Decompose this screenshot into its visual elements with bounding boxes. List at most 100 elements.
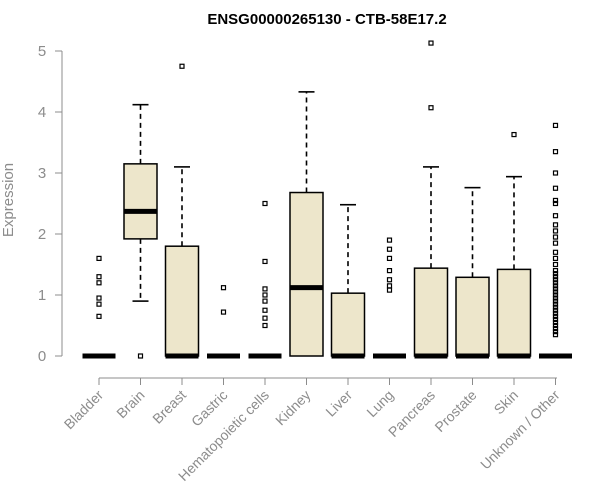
outlier-point <box>552 261 559 268</box>
outlier-point <box>552 213 559 219</box>
outlier-point <box>552 283 559 289</box>
outlier-point <box>552 316 559 322</box>
outlier-point <box>552 295 559 301</box>
outlier-point <box>552 228 559 234</box>
outlier-point <box>386 268 393 274</box>
outlier-point <box>552 289 559 295</box>
outlier-point <box>552 304 559 310</box>
outlier-point <box>552 313 559 319</box>
outlier-point <box>552 277 559 283</box>
outlier-point <box>552 222 559 228</box>
outlier-point <box>386 255 393 261</box>
outlier-point <box>552 292 559 298</box>
box-group <box>164 63 200 359</box>
box-iqr <box>123 163 158 240</box>
boxes-layer <box>82 40 572 359</box>
outlier-point <box>552 332 559 338</box>
outlier-point <box>96 255 102 261</box>
box-group <box>330 203 366 359</box>
outlier-point <box>179 63 185 69</box>
outlier-point <box>552 170 559 176</box>
outlier-point <box>552 307 559 313</box>
outlier-point <box>552 319 559 326</box>
outlier-point <box>552 197 559 204</box>
box-iqr <box>455 276 490 357</box>
outlier-point <box>137 353 144 359</box>
x-tick-label: Skin <box>491 387 522 418</box>
box-iqr <box>413 267 449 357</box>
outlier-point <box>262 307 268 313</box>
chart-title: ENSG00000265130 - CTB-58E17.2 <box>207 11 446 28</box>
outlier-point <box>220 309 227 315</box>
outlier-point <box>552 325 559 332</box>
outlier-point <box>552 268 559 274</box>
x-tick-label: Brain <box>113 387 147 421</box>
outlier-point <box>386 283 393 289</box>
y-axis-label: Expression <box>0 163 17 237</box>
box-group <box>82 255 116 359</box>
x-tick-label: Prostate <box>431 387 479 435</box>
box-iqr <box>330 292 366 357</box>
outlier-point <box>96 274 102 280</box>
y-tick-label: 0 <box>38 348 46 365</box>
outlier-point <box>552 301 559 307</box>
box-group <box>413 40 449 359</box>
outlier-point <box>552 280 559 286</box>
box-group <box>123 103 158 359</box>
x-tick-label: Unknown / Other <box>477 387 563 473</box>
outlier-point <box>386 277 393 283</box>
outlier-point <box>428 105 434 111</box>
box-group <box>539 122 572 359</box>
y-tick-label: 2 <box>38 226 46 243</box>
outlier-point <box>552 286 559 292</box>
outlier-point <box>428 40 434 46</box>
outlier-point <box>552 240 559 246</box>
outlier-point <box>262 258 268 265</box>
outlier-point <box>552 298 559 304</box>
box-group <box>496 131 532 359</box>
outlier-point <box>552 271 559 277</box>
outlier-point <box>552 185 559 191</box>
outlier-point <box>552 234 559 240</box>
outlier-point <box>552 274 559 280</box>
outlier-point <box>96 280 102 286</box>
outlier-point <box>96 295 102 301</box>
box-group <box>455 186 490 359</box>
x-tick-label: Breast <box>149 387 189 427</box>
outlier-point <box>511 131 517 138</box>
box-group <box>289 91 324 357</box>
box-iqr <box>289 191 324 357</box>
outlier-point <box>386 287 393 293</box>
y-axis: 0 1 2 3 4 5 <box>38 43 63 365</box>
x-tick-label: Kidney <box>272 387 314 429</box>
outlier-point <box>220 285 227 291</box>
box-group <box>373 237 406 359</box>
y-tick-label: 1 <box>38 287 46 304</box>
outlier-point <box>386 246 393 252</box>
box-group <box>207 285 240 359</box>
outlier-point <box>552 149 559 155</box>
outlier-point <box>552 255 559 261</box>
box-group <box>248 200 282 359</box>
outlier-point <box>262 298 268 304</box>
outlier-point <box>386 237 393 243</box>
box-iqr <box>164 245 200 357</box>
outlier-point <box>552 122 559 129</box>
outlier-point <box>552 322 559 329</box>
outlier-point <box>262 315 268 321</box>
y-tick-label: 5 <box>38 43 46 60</box>
outlier-point <box>96 301 102 307</box>
outlier-point <box>552 249 559 255</box>
box-iqr <box>496 268 532 357</box>
outlier-point <box>552 329 559 335</box>
outlier-point <box>96 313 102 319</box>
outlier-point <box>262 322 268 329</box>
x-tick-label: Bladder <box>61 387 107 433</box>
outlier-point <box>262 286 268 292</box>
outlier-point <box>552 310 559 316</box>
y-tick-label: 3 <box>38 165 46 182</box>
y-tick-label: 4 <box>38 104 46 121</box>
